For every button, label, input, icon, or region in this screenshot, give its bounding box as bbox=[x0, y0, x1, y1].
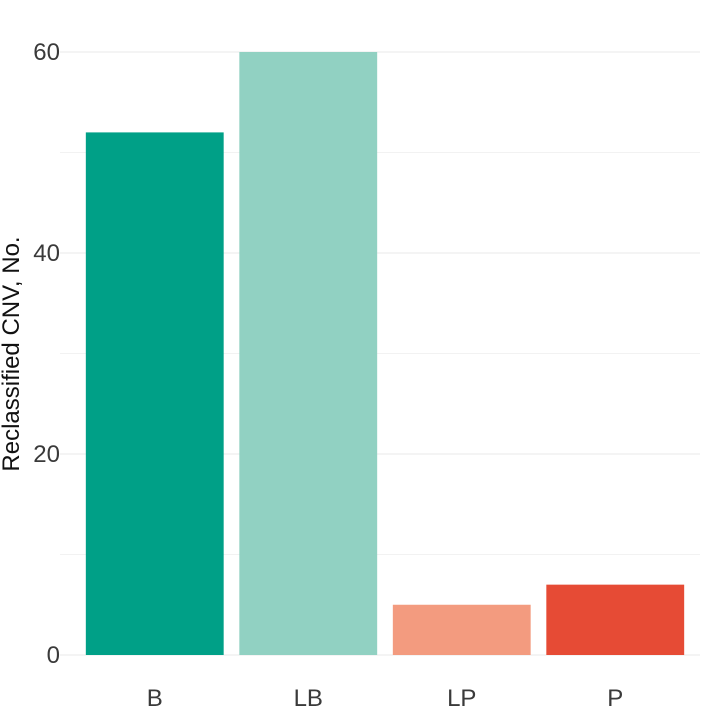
bar-lp bbox=[392, 604, 531, 655]
bars bbox=[85, 52, 685, 655]
x-tick-label: B bbox=[147, 685, 163, 712]
y-tick-label: 0 bbox=[47, 642, 60, 669]
y-axis-title: Reclassified CNV, No. bbox=[0, 236, 25, 471]
y-tick-label: 20 bbox=[33, 441, 60, 468]
y-tick-label: 40 bbox=[33, 240, 60, 267]
bar-b bbox=[85, 132, 224, 655]
bar-lb bbox=[239, 52, 378, 655]
y-axis-ticks: 0 20 40 60 bbox=[33, 39, 60, 669]
bar-p bbox=[546, 584, 685, 655]
x-tick-label: P bbox=[607, 685, 623, 712]
x-tick-label: LB bbox=[294, 685, 323, 712]
x-tick-label: LP bbox=[447, 685, 476, 712]
y-tick-label: 60 bbox=[33, 39, 60, 66]
x-axis-ticks: B LB LP P bbox=[147, 685, 624, 712]
